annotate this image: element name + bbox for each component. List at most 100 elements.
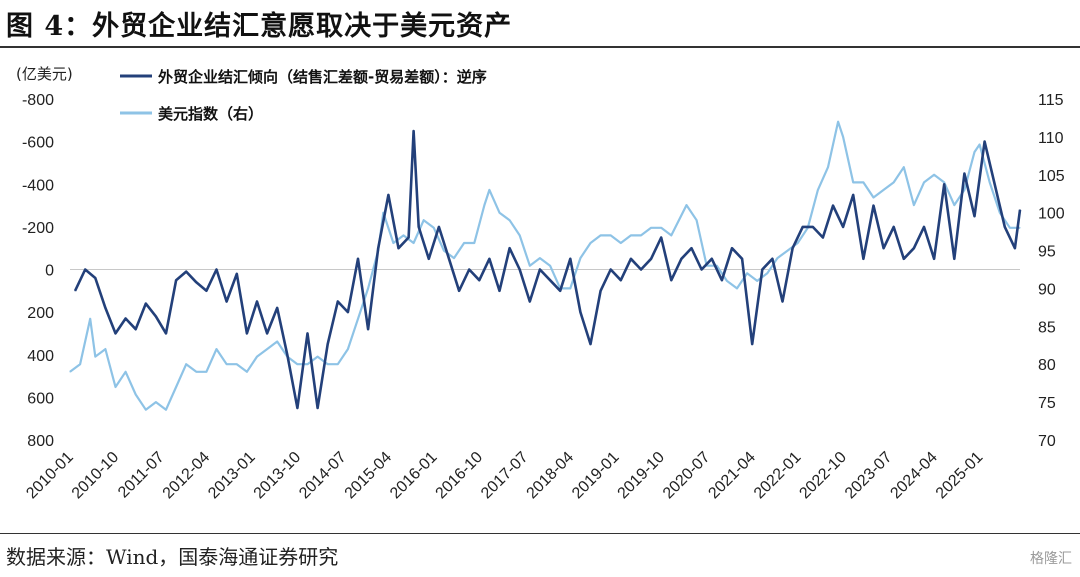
data-point-settlement xyxy=(428,258,430,260)
data-point-settlement xyxy=(842,226,844,228)
y-right-tick-label: 90 xyxy=(1038,281,1056,298)
data-point-settlement xyxy=(660,236,662,239)
data-point-settlement xyxy=(145,303,147,305)
data-point-dollar-index xyxy=(382,212,384,214)
x-tick-label: 2022-01 xyxy=(751,449,805,503)
data-point-dollar-index xyxy=(776,257,779,259)
x-tick-label: 2016-01 xyxy=(387,449,441,503)
data-point-dollar-index xyxy=(519,234,521,236)
data-point-dollar-index xyxy=(337,363,339,365)
x-tick-label: 2025-01 xyxy=(933,449,987,503)
x-tick-label: 2023-07 xyxy=(842,449,896,503)
data-point-settlement xyxy=(721,279,723,281)
data-point-settlement xyxy=(195,281,197,283)
data-point-dollar-index xyxy=(685,204,688,206)
data-point-settlement xyxy=(903,258,905,260)
figure-title: 图 4：外贸企业结汇意愿取决于美元资产 xyxy=(6,11,513,42)
data-point-dollar-index xyxy=(883,189,885,191)
x-tick-label: 2012-04 xyxy=(160,449,214,503)
data-point-settlement xyxy=(751,343,753,345)
data-point-settlement xyxy=(913,247,915,249)
data-point-dollar-index xyxy=(579,257,582,259)
data-point-settlement xyxy=(862,258,865,260)
data-point-dollar-index xyxy=(488,189,490,191)
data-point-dollar-index xyxy=(276,340,278,343)
x-tick-label: 2024-04 xyxy=(887,449,941,503)
data-point-dollar-index xyxy=(529,265,531,267)
data-point-settlement xyxy=(114,332,117,334)
data-point-settlement xyxy=(266,332,268,334)
data-point-settlement xyxy=(286,354,288,356)
data-point-settlement xyxy=(175,279,177,281)
bottom-rule xyxy=(0,533,1080,534)
y-left-tick-label: 400 xyxy=(27,348,54,365)
data-point-dollar-index xyxy=(696,219,698,221)
x-tick-label: 2010-10 xyxy=(69,449,123,503)
data-point-settlement xyxy=(397,247,400,249)
data-point-settlement xyxy=(984,141,986,143)
data-point-settlement xyxy=(408,236,410,239)
y-right-tick-label: 100 xyxy=(1038,206,1065,223)
data-point-settlement xyxy=(387,194,389,196)
data-point-dollar-index xyxy=(979,143,981,146)
data-point-settlement xyxy=(448,258,450,260)
y-left-tick-label: -400 xyxy=(22,177,54,194)
data-point-settlement xyxy=(347,311,349,313)
data-point-dollar-index xyxy=(306,363,309,365)
data-point-settlement xyxy=(893,226,895,228)
data-point-settlement xyxy=(883,247,885,249)
data-point-settlement xyxy=(236,273,238,275)
x-tick-label: 2013-10 xyxy=(251,449,305,503)
data-point-settlement xyxy=(256,300,258,303)
data-point-dollar-index xyxy=(327,363,329,365)
data-point-settlement xyxy=(438,226,440,228)
data-point-settlement xyxy=(185,271,187,273)
y-left-tick-label: 600 xyxy=(27,390,54,407)
data-point-settlement xyxy=(1004,226,1006,228)
x-tick-label: 2015-04 xyxy=(342,449,396,503)
data-point-settlement xyxy=(650,258,652,260)
data-point-dollar-index xyxy=(620,242,622,244)
data-point-settlement xyxy=(317,407,319,409)
data-point-settlement xyxy=(640,268,642,271)
data-point-dollar-index xyxy=(903,166,905,168)
data-point-settlement xyxy=(872,205,875,207)
data-point-settlement xyxy=(701,268,703,271)
data-point-settlement xyxy=(84,268,86,271)
data-point-settlement xyxy=(741,258,743,260)
data-point-settlement xyxy=(226,300,228,303)
data-point-dollar-index xyxy=(953,204,955,206)
data-point-settlement xyxy=(165,332,167,334)
y-right-tick-label: 105 xyxy=(1038,168,1065,185)
data-point-dollar-index xyxy=(165,409,167,411)
data-point-dollar-index xyxy=(650,227,652,229)
data-point-dollar-index xyxy=(989,181,991,183)
data-point-settlement xyxy=(781,300,784,303)
data-point-dollar-index xyxy=(923,181,925,183)
data-point-dollar-index xyxy=(185,363,187,365)
y-right-tick-label: 115 xyxy=(1038,92,1064,109)
y-right-tick-label: 80 xyxy=(1038,357,1056,374)
x-tick-label: 2019-10 xyxy=(615,449,669,503)
data-point-settlement xyxy=(579,311,582,313)
data-point-settlement xyxy=(458,290,460,292)
data-point-dollar-index xyxy=(766,272,768,274)
data-point-dollar-index xyxy=(296,363,298,365)
data-point-settlement xyxy=(690,247,693,249)
data-point-settlement xyxy=(933,258,935,260)
data-point-dollar-index xyxy=(463,242,465,244)
data-point-dollar-index xyxy=(94,356,96,358)
data-point-dollar-index xyxy=(195,371,197,373)
data-point-dollar-index xyxy=(852,181,854,183)
data-point-dollar-index xyxy=(392,242,394,244)
data-point-settlement xyxy=(589,343,592,345)
data-point-dollar-index xyxy=(943,181,945,183)
legend: 外贸企业结汇倾向（结售汇差额-贸易差额）：逆序 美元指数（右） xyxy=(120,68,487,123)
data-point-settlement xyxy=(832,205,834,207)
data-point-dollar-index xyxy=(236,363,238,365)
y-right-tick-label: 85 xyxy=(1038,319,1056,336)
data-point-settlement xyxy=(367,328,369,330)
data-point-settlement xyxy=(973,215,976,217)
data-point-settlement xyxy=(731,247,733,249)
x-tick-label: 2010-01 xyxy=(23,449,77,503)
